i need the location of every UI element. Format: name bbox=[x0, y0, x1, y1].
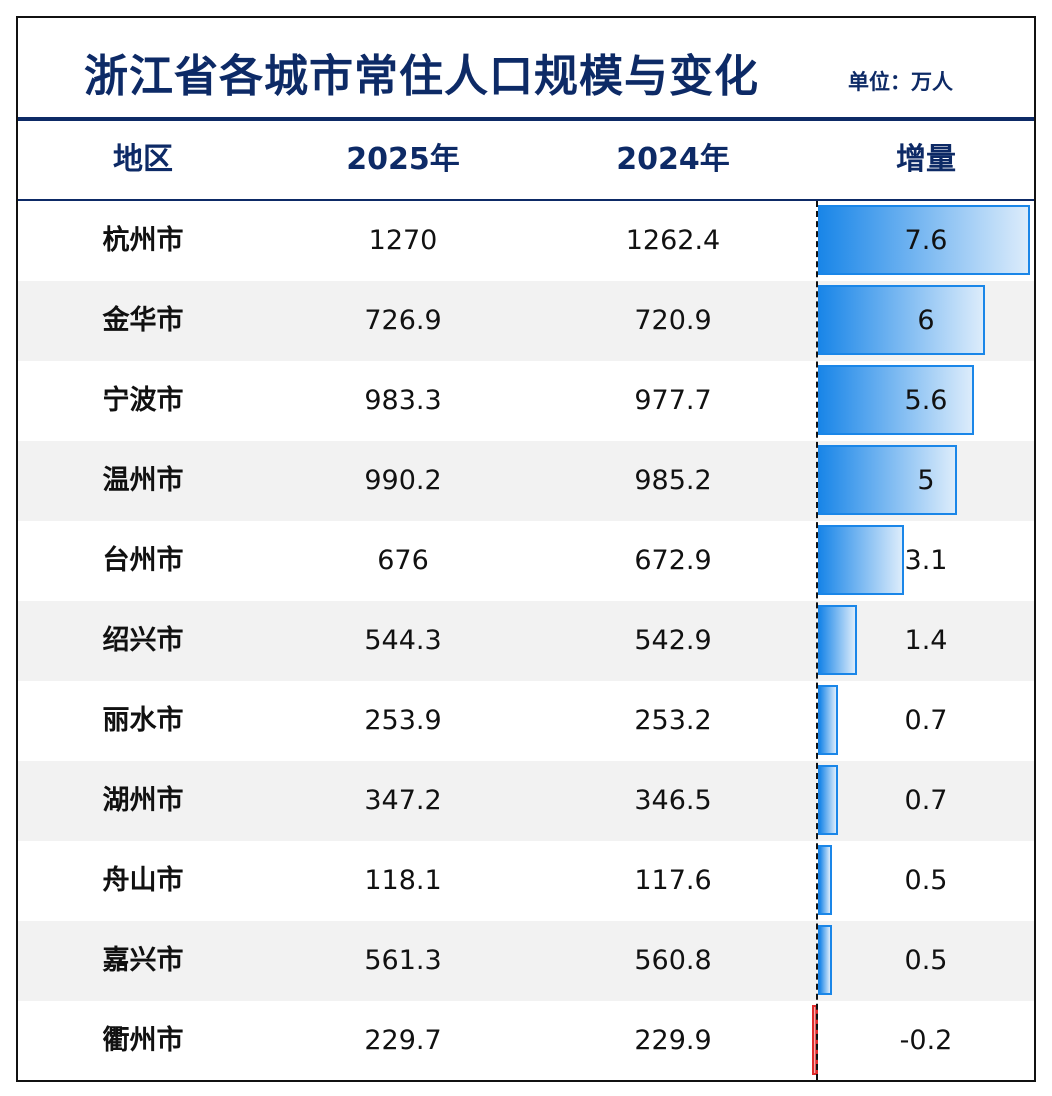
region-cell: 衢州市 bbox=[102, 1025, 184, 1056]
region-cell: 嘉兴市 bbox=[102, 945, 184, 976]
increase-bar bbox=[818, 445, 958, 515]
value-2024-cell: 560.8 bbox=[634, 945, 712, 976]
increase-label: 0.5 bbox=[904, 865, 948, 896]
value-2025-cell: 347.2 bbox=[364, 785, 442, 816]
increase-label: 0.7 bbox=[904, 705, 948, 736]
increase-bar bbox=[818, 765, 838, 835]
value-2025-cell: 544.3 bbox=[364, 625, 442, 656]
value-2024-cell: 229.9 bbox=[634, 1025, 712, 1056]
region-cell: 温州市 bbox=[102, 465, 184, 496]
table-row: 金华市 726.9 720.9 6 bbox=[18, 281, 1034, 361]
region-cell: 丽水市 bbox=[102, 705, 184, 736]
region-cell: 金华市 bbox=[102, 305, 184, 336]
increase-label: 0.5 bbox=[904, 945, 948, 976]
increase-label: -0.2 bbox=[899, 1025, 953, 1056]
table-row: 杭州市 1270 1262.4 7.6 bbox=[18, 201, 1034, 281]
increase-bar bbox=[818, 605, 858, 675]
region-cell: 杭州市 bbox=[102, 225, 184, 256]
header-2024: 2024年 bbox=[616, 142, 730, 177]
value-2025-cell: 676 bbox=[377, 545, 429, 576]
value-2025-cell: 983.3 bbox=[364, 385, 442, 416]
increase-label: 3.1 bbox=[904, 545, 948, 576]
value-2025-cell: 1270 bbox=[368, 225, 438, 256]
header-increase: 增量 bbox=[896, 142, 956, 177]
title-divider bbox=[18, 117, 1034, 121]
region-cell: 宁波市 bbox=[102, 385, 184, 416]
value-2024-cell: 985.2 bbox=[634, 465, 712, 496]
value-2025-cell: 229.7 bbox=[364, 1025, 442, 1056]
increase-bar bbox=[818, 365, 975, 435]
increase-bar bbox=[818, 525, 905, 595]
table-row: 丽水市 253.9 253.2 0.7 bbox=[18, 681, 1034, 761]
table-body: 杭州市 1270 1262.4 7.6 金华市 726.9 720.9 6 宁波市 983.3 97… bbox=[18, 201, 1034, 1080]
region-cell: 绍兴市 bbox=[102, 625, 184, 656]
table-row: 温州市 990.2 985.2 5 bbox=[18, 441, 1034, 521]
increase-bar bbox=[818, 685, 838, 755]
value-2024-cell: 253.2 bbox=[634, 705, 712, 736]
value-2025-cell: 253.9 bbox=[364, 705, 442, 736]
increase-bar bbox=[818, 205, 1030, 275]
increase-bar bbox=[818, 845, 832, 915]
increase-label: 1.4 bbox=[904, 625, 948, 656]
value-2024-cell: 542.9 bbox=[634, 625, 712, 656]
table-header: 地区 2025年 2024年 增量 bbox=[18, 121, 1034, 199]
header-divider bbox=[18, 199, 1034, 201]
increase-zero-axis bbox=[816, 201, 818, 1080]
table-row: 宁波市 983.3 977.7 5.6 bbox=[18, 361, 1034, 441]
table-row: 舟山市 118.1 117.6 0.5 bbox=[18, 841, 1034, 921]
increase-label: 5.6 bbox=[904, 385, 948, 416]
value-2025-cell: 990.2 bbox=[364, 465, 442, 496]
increase-label: 0.7 bbox=[904, 785, 948, 816]
value-2024-cell: 672.9 bbox=[634, 545, 712, 576]
table-frame: 浙江省各城市常住人口规模与变化 单位：万人 地区 2025年 2024年 增量 … bbox=[16, 16, 1036, 1082]
value-2025-cell: 726.9 bbox=[364, 305, 442, 336]
increase-bar bbox=[818, 925, 832, 995]
header-region: 地区 bbox=[113, 142, 173, 177]
value-2024-cell: 720.9 bbox=[634, 305, 712, 336]
table-row: 嘉兴市 561.3 560.8 0.5 bbox=[18, 921, 1034, 1001]
increase-bar bbox=[818, 285, 986, 355]
increase-label: 6 bbox=[917, 305, 935, 336]
region-cell: 湖州市 bbox=[102, 785, 184, 816]
region-cell: 台州市 bbox=[102, 545, 184, 576]
value-2024-cell: 346.5 bbox=[634, 785, 712, 816]
increase-label: 7.6 bbox=[904, 225, 948, 256]
value-2024-cell: 117.6 bbox=[634, 865, 712, 896]
value-2024-cell: 1262.4 bbox=[625, 225, 721, 256]
increase-label: 5 bbox=[917, 465, 935, 496]
table-row: 衢州市 229.7 229.9 -0.2 bbox=[18, 1001, 1034, 1081]
value-2025-cell: 118.1 bbox=[364, 865, 442, 896]
header-2025: 2025年 bbox=[346, 142, 460, 177]
table-row: 湖州市 347.2 346.5 0.7 bbox=[18, 761, 1034, 841]
table-row: 台州市 676 672.9 3.1 bbox=[18, 521, 1034, 601]
unit-label: 单位：万人 bbox=[848, 70, 953, 94]
value-2024-cell: 977.7 bbox=[634, 385, 712, 416]
region-cell: 舟山市 bbox=[102, 865, 184, 896]
chart-title: 浙江省各城市常住人口规模与变化 bbox=[84, 51, 759, 102]
value-2025-cell: 561.3 bbox=[364, 945, 442, 976]
title-area: 浙江省各城市常住人口规模与变化 单位：万人 bbox=[18, 18, 1034, 117]
table-row: 绍兴市 544.3 542.9 1.4 bbox=[18, 601, 1034, 681]
